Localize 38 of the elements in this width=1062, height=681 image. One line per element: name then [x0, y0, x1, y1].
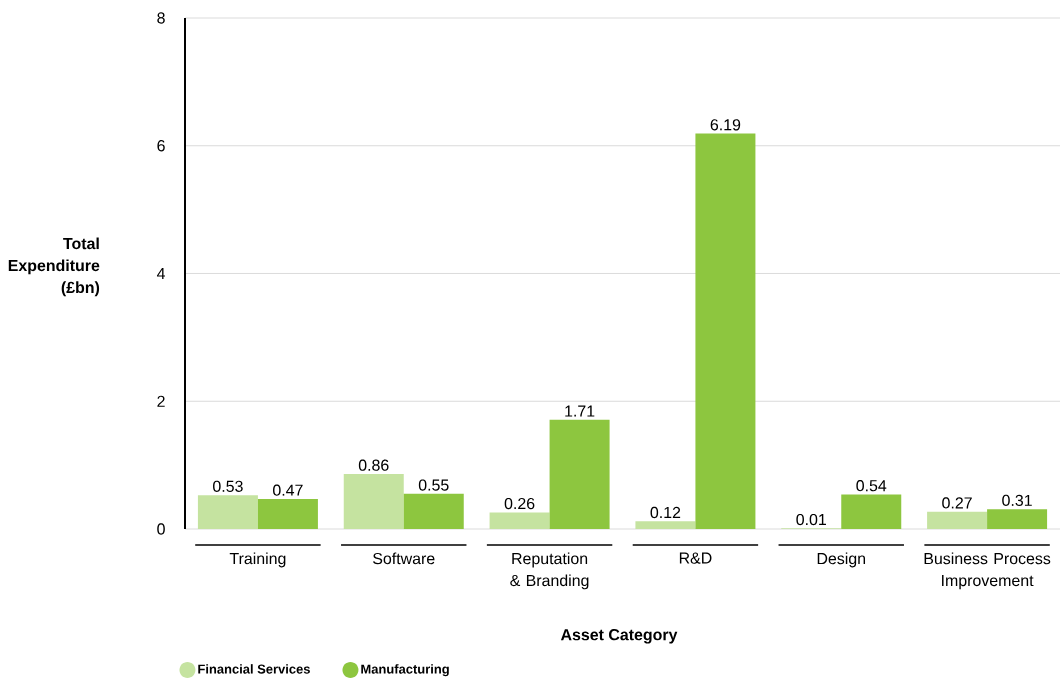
data-label: 0.55 — [418, 479, 449, 491]
y-tick-label: 8 — [157, 12, 165, 24]
bar — [927, 511, 988, 529]
y-tick-label: 2 — [157, 395, 165, 407]
bar — [841, 494, 902, 529]
bar — [635, 521, 696, 529]
x-axis-title: Asset Category — [560, 629, 678, 644]
bar — [257, 498, 318, 529]
bar — [343, 474, 404, 529]
data-label: 0.47 — [273, 484, 303, 496]
x-tick-label: Software — [373, 552, 435, 565]
bar — [403, 493, 464, 529]
data-label: 0.26 — [504, 497, 535, 510]
data-label: 0.01 — [796, 513, 826, 526]
data-label: 6.19 — [710, 119, 741, 131]
x-tick-label: R&D — [679, 552, 712, 564]
legend-label: Manufacturing — [361, 664, 449, 677]
bar — [197, 495, 258, 529]
y-tick-label: 0 — [157, 523, 165, 535]
data-label: 0.31 — [1002, 494, 1032, 506]
data-label: 0.12 — [650, 506, 681, 519]
y-axis-title: Total Expenditure (£bn) — [8, 237, 100, 297]
legend-label: Financial Services — [198, 664, 310, 674]
x-tick-label: Design — [817, 552, 866, 568]
data-label: 1.71 — [565, 405, 595, 417]
x-tick-label: Training — [229, 552, 286, 568]
x-tick-label: Business Process Improvement — [924, 552, 1051, 590]
y-tick-label: 4 — [156, 268, 166, 279]
data-label: 0.27 — [942, 497, 972, 509]
bar — [987, 509, 1048, 529]
x-tick-label: Reputation & Branding — [510, 552, 589, 590]
data-label: 0.53 — [213, 480, 243, 492]
bar — [549, 419, 610, 529]
bar — [695, 133, 756, 529]
data-label: 0.86 — [358, 459, 389, 471]
y-tick-label: 6 — [157, 140, 165, 152]
data-label: 0.54 — [856, 480, 887, 492]
bar — [489, 512, 550, 529]
